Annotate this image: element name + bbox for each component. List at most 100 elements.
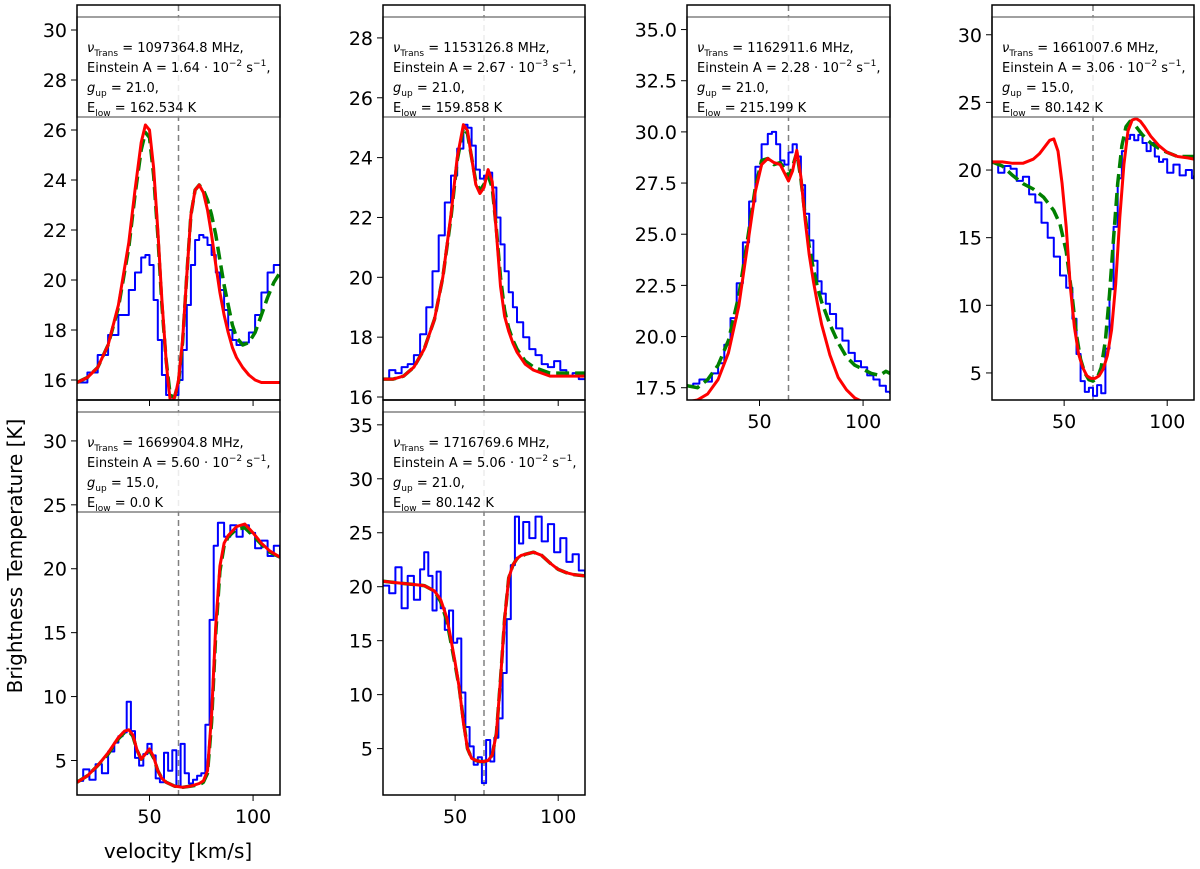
legend-g-value: = 15.0, [107, 476, 159, 491]
y-tick-label: 5 [970, 363, 982, 385]
series-observed [383, 515, 585, 785]
legend-frequency: νTrans = 1669904.8 MHz, [87, 436, 244, 454]
y-tick-label: 32.5 [635, 71, 677, 93]
panel-frame [991, 4, 1195, 401]
y-tick-label: 22.5 [635, 275, 677, 297]
legend-gup: gup = 21.0, [393, 81, 465, 99]
legend-nu-subscript: Trans [399, 49, 424, 59]
legend-e-value: = 215.199 K [721, 101, 807, 116]
legend-einstein-end: , [266, 61, 270, 76]
y-axis-label: Brightness Temperature [K] [3, 419, 27, 694]
legend-frequency-value: = 1669904.8 MHz, [118, 436, 244, 451]
legend-nu-subscript: Trans [703, 49, 728, 59]
y-tick-label: 25 [349, 523, 373, 545]
legend-e-subscript: low [95, 109, 110, 119]
y-tick-label: 18 [43, 320, 67, 342]
legend-frequency-value: = 1097364.8 MHz, [118, 41, 244, 56]
legend-box [686, 16, 891, 118]
legend-frequency-value: = 1716769.6 MHz, [424, 436, 550, 451]
legend: νTrans = 1162911.6 MHz,Einstein A = 2.28… [686, 16, 891, 119]
panel-frame [686, 4, 891, 401]
x-tick-label: 50 [1052, 411, 1076, 433]
series-observed [992, 133, 1194, 397]
y-tick-label: 35.0 [635, 20, 677, 42]
legend-frequency: νTrans = 1162911.6 MHz, [697, 41, 854, 59]
legend-frequency: νTrans = 1716769.6 MHz, [393, 436, 550, 454]
legend-e-subscript: low [401, 504, 416, 514]
legend-einstein: Einstein A = 5.60 · 10−2 s−1, [87, 454, 270, 471]
legend-elow: Elow = 162.534 K [87, 101, 197, 119]
legend-g-symbol: g [1002, 81, 1010, 96]
legend-einstein-value: Einstein A = 3.06 · 10 [1002, 61, 1144, 76]
y-tick-label: 28 [349, 28, 373, 50]
legend-elow: Elow = 215.199 K [697, 101, 807, 119]
legend-einstein-unit: s [548, 61, 559, 76]
legend-nu-symbol: ν [1002, 41, 1009, 56]
y-tick-label: 15 [958, 228, 982, 250]
legend-box [76, 411, 281, 513]
y-tick-label: 28 [43, 70, 67, 92]
legend-e-subscript: low [1010, 109, 1025, 119]
legend-g-symbol: g [393, 81, 401, 96]
series-model-fit [383, 550, 585, 763]
legend-einstein: Einstein A = 2.28 · 10−2 s−1, [697, 59, 880, 76]
legend-einstein-unit-exponent: −1 [1168, 59, 1181, 69]
y-tick-label: 30 [958, 25, 982, 47]
legend-box [76, 16, 281, 118]
legend-gup: gup = 21.0, [87, 81, 159, 99]
legend-e-value: = 0.0 K [111, 496, 164, 511]
y-tick-label: 25.0 [635, 224, 677, 246]
legend-einstein-unit-exponent: −1 [253, 454, 266, 464]
y-tick-label: 30 [43, 431, 67, 453]
legend-einstein-exponent: −2 [229, 59, 242, 69]
y-tick-label: 27.5 [635, 173, 677, 195]
legend-einstein-unit: s [852, 61, 863, 76]
legend-einstein-end: , [572, 61, 576, 76]
legend-g-value: = 21.0, [413, 476, 465, 491]
legend-g-symbol: g [697, 81, 705, 96]
series-model-fit [383, 123, 585, 381]
legend-nu-subscript: Trans [399, 444, 424, 454]
y-tick-label: 5 [55, 750, 67, 772]
y-tick-label: 24 [43, 170, 67, 192]
legend-e-subscript: low [401, 109, 416, 119]
panel-frame [382, 399, 586, 796]
legend-einstein-value: Einstein A = 5.60 · 10 [87, 456, 229, 471]
y-tick-label: 20 [43, 270, 67, 292]
series-model-fit [689, 148, 863, 400]
y-tick-label: 26 [43, 120, 67, 142]
y-tick-label: 26 [349, 88, 373, 110]
legend: νTrans = 1669904.8 MHz,Einstein A = 5.60… [76, 411, 281, 514]
y-tick-label: 20.0 [635, 327, 677, 349]
legend-frequency-value: = 1162911.6 MHz, [728, 41, 854, 56]
y-tick-label: 25 [43, 495, 67, 517]
legend-gup: gup = 21.0, [697, 81, 769, 99]
legend-einstein-unit-exponent: −1 [863, 59, 876, 69]
legend-g-value: = 21.0, [107, 81, 159, 96]
y-tick-label: 20 [43, 559, 67, 581]
legend-e-value: = 162.534 K [111, 101, 197, 116]
y-tick-label: 10 [43, 687, 67, 709]
y-tick-label: 22 [43, 220, 67, 242]
legend-g-subscript: up [401, 484, 413, 494]
legend-g-subscript: up [95, 89, 107, 99]
legend-einstein-value: Einstein A = 2.67 · 10 [393, 61, 535, 76]
panel-3: 17.5 20.0 22.5 25.0 27.5 30.0 32.5 35.0 50 100 νTr… [635, 4, 891, 433]
legend-einstein-exponent: −2 [229, 454, 242, 464]
legend-box [382, 16, 586, 118]
y-tick-label: 10 [349, 685, 373, 707]
legend-einstein: Einstein A = 2.67 · 10−3 s−1, [393, 59, 576, 76]
x-axis-label: velocity [km/s] [104, 839, 252, 863]
legend-einstein-exponent: −3 [535, 59, 548, 69]
legend-e-symbol: E [1002, 101, 1010, 116]
legend-einstein-unit-exponent: −1 [253, 59, 266, 69]
legend-g-subscript: up [95, 484, 107, 494]
legend-einstein-end: , [266, 456, 270, 471]
legend-g-subscript: up [705, 89, 717, 99]
legend-g-value: = 21.0, [413, 81, 465, 96]
legend-e-symbol: E [87, 496, 95, 511]
legend-frequency: νTrans = 1153126.8 MHz, [393, 41, 550, 59]
